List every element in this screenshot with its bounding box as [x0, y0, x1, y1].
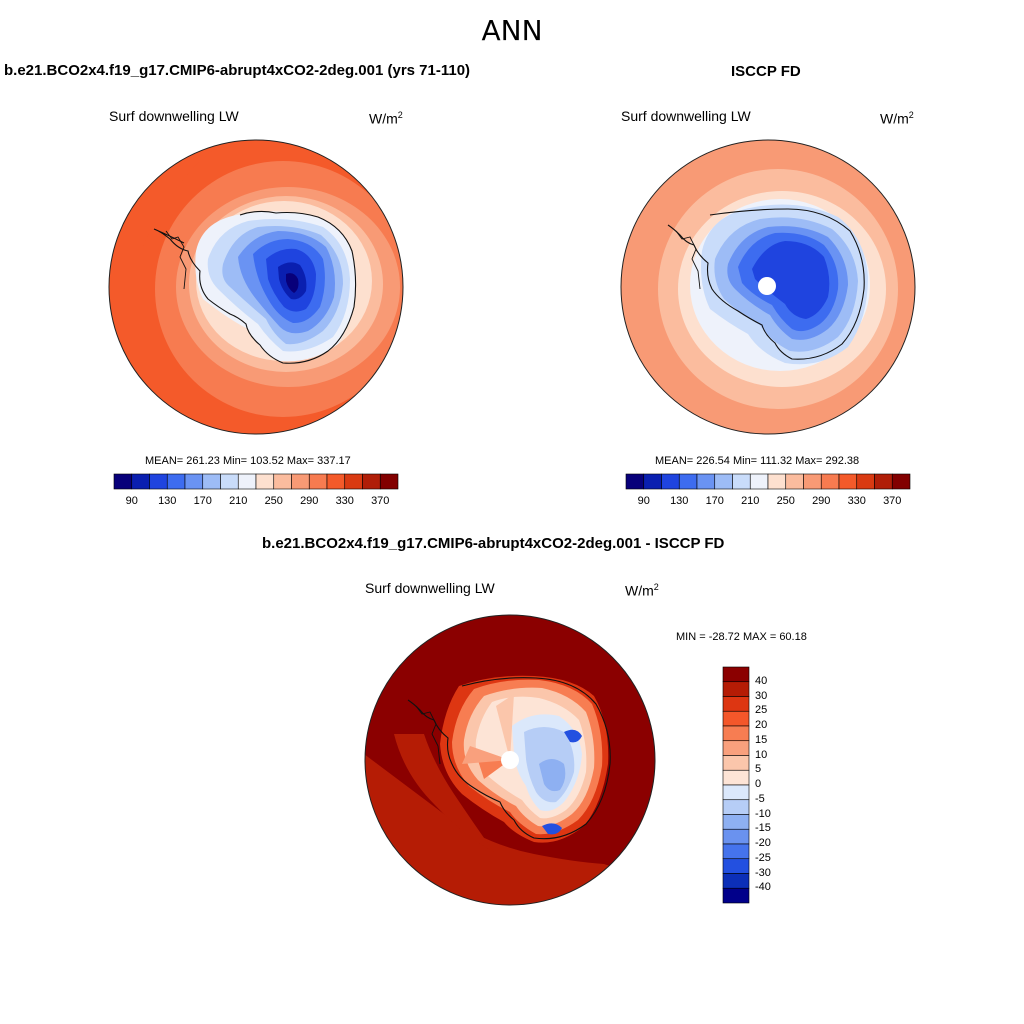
- colorbar-swatch: [722, 725, 750, 742]
- colorbar-swatch: [722, 666, 750, 683]
- colorbar-swatch: [344, 473, 363, 490]
- colorbar-swatch: [722, 814, 750, 830]
- colorbar-swatch: [273, 473, 292, 490]
- panel-1-map: [108, 139, 404, 435]
- colorbar-swatch: [722, 696, 750, 712]
- colorbar-tick-label: 210: [741, 495, 760, 507]
- panel-1-stats: MEAN= 261.23 Min= 103.52 Max= 337.17: [145, 455, 351, 467]
- colorbar-swatch: [291, 473, 310, 490]
- colorbar-tick-label: 290: [812, 495, 831, 507]
- colorbar-swatch: [722, 828, 750, 845]
- colorbar-swatch: [326, 473, 346, 490]
- panel-3-colorbar: [722, 666, 750, 904]
- colorbar-swatch: [643, 473, 662, 490]
- colorbar-tick-label: 90: [637, 495, 650, 507]
- colorbar-tick-label: 15: [755, 733, 768, 746]
- colorbar-swatch: [891, 473, 911, 490]
- colorbar-tick-label: 250: [264, 495, 283, 507]
- colorbar-swatch: [220, 473, 239, 490]
- colorbar-swatch: [722, 681, 750, 697]
- colorbar-tick-label: -25: [755, 851, 771, 864]
- colorbar-swatch: [722, 740, 750, 756]
- colorbar-swatch: [722, 858, 750, 874]
- colorbar-swatch: [722, 784, 750, 801]
- panel-3-title: b.e21.BCO2x4.f19_g17.CMIP6-abrupt4xCO2-2…: [262, 535, 725, 552]
- colorbar-swatch: [184, 473, 204, 490]
- colorbar-swatch: [714, 473, 733, 490]
- colorbar-swatch: [856, 473, 875, 490]
- colorbar-tick-label: 250: [776, 495, 795, 507]
- colorbar-tick-label: 130: [158, 495, 177, 507]
- colorbar-swatch: [722, 710, 750, 727]
- colorbar-tick-label: 210: [229, 495, 248, 507]
- colorbar-tick-label: -20: [755, 837, 771, 849]
- colorbar-swatch: [874, 473, 893, 490]
- colorbar-swatch: [131, 473, 150, 490]
- panel-2-unit: W/m2: [880, 110, 914, 127]
- colorbar-swatch: [696, 473, 716, 490]
- colorbar-swatch: [785, 473, 804, 490]
- colorbar-swatch: [722, 887, 750, 904]
- colorbar-swatch: [379, 473, 399, 490]
- colorbar-swatch: [732, 473, 751, 490]
- colorbar-swatch: [308, 473, 328, 490]
- figure-title: ANN: [481, 14, 543, 47]
- colorbar-swatch: [113, 473, 133, 490]
- panel-1-unit: W/m2: [369, 110, 403, 127]
- colorbar-tick-label: 170: [193, 495, 212, 507]
- panel-3-map: [364, 614, 656, 906]
- colorbar-swatch: [149, 473, 168, 490]
- colorbar-swatch: [202, 473, 221, 490]
- colorbar-tick-label: 370: [883, 495, 902, 507]
- colorbar-tick-label: -40: [755, 881, 771, 894]
- colorbar-swatch: [803, 473, 822, 490]
- colorbar-tick-label: 30: [755, 689, 768, 702]
- colorbar-tick-label: 370: [371, 495, 390, 507]
- colorbar-swatch: [722, 799, 750, 815]
- colorbar-tick-label: 0: [755, 778, 762, 790]
- colorbar-tick-label: 330: [847, 495, 866, 507]
- colorbar-tick-label: 25: [755, 704, 768, 717]
- panel-1-variable: Surf downwelling LW: [109, 108, 239, 124]
- colorbar-swatch: [722, 873, 750, 889]
- colorbar-tick-label: 170: [705, 495, 724, 507]
- colorbar-tick-label: 130: [670, 495, 689, 507]
- colorbar-swatch: [722, 843, 750, 860]
- panel-2-colorbar: [625, 473, 911, 490]
- colorbar-swatch: [362, 473, 381, 490]
- colorbar-swatch: [838, 473, 858, 490]
- colorbar-tick-label: 5: [755, 763, 762, 776]
- colorbar-tick-label: 90: [125, 495, 138, 507]
- panel-2-stats: MEAN= 226.54 Min= 111.32 Max= 292.38: [655, 455, 860, 467]
- colorbar-swatch: [255, 473, 275, 490]
- colorbar-swatch: [767, 473, 787, 490]
- colorbar-tick-label: 10: [755, 748, 768, 761]
- panel-2-variable: Surf downwelling LW: [621, 108, 751, 124]
- colorbar-swatch: [166, 473, 186, 490]
- colorbar-tick-label: 20: [755, 719, 768, 731]
- colorbar-swatch: [820, 473, 840, 490]
- panel-2-map: [620, 139, 916, 435]
- panel-3-stats: MIN = -28.72 MAX = 60.18: [676, 631, 807, 643]
- panel-3-unit: W/m2: [625, 582, 659, 599]
- colorbar-swatch: [749, 473, 769, 490]
- colorbar-swatch: [661, 473, 680, 490]
- panel-3-variable: Surf downwelling LW: [365, 580, 495, 596]
- colorbar-tick-label: -10: [755, 807, 771, 820]
- panel-1-colorbar: [113, 473, 399, 490]
- colorbar-tick-label: -5: [755, 792, 765, 805]
- colorbar-tick-label: -30: [755, 866, 771, 879]
- panel-2-title: ISCCP FD: [731, 63, 801, 80]
- panel-1-title: b.e21.BCO2x4.f19_g17.CMIP6-abrupt4xCO2-2…: [4, 62, 471, 79]
- colorbar-tick-label: 330: [335, 495, 354, 507]
- colorbar-tick-label: -15: [755, 822, 771, 835]
- colorbar-swatch: [678, 473, 698, 490]
- colorbar-swatch: [237, 473, 257, 490]
- colorbar-tick-label: 290: [300, 495, 319, 507]
- colorbar-swatch: [722, 755, 750, 771]
- colorbar-swatch: [625, 473, 645, 490]
- colorbar-tick-label: 40: [755, 674, 768, 687]
- colorbar-swatch: [722, 769, 750, 786]
